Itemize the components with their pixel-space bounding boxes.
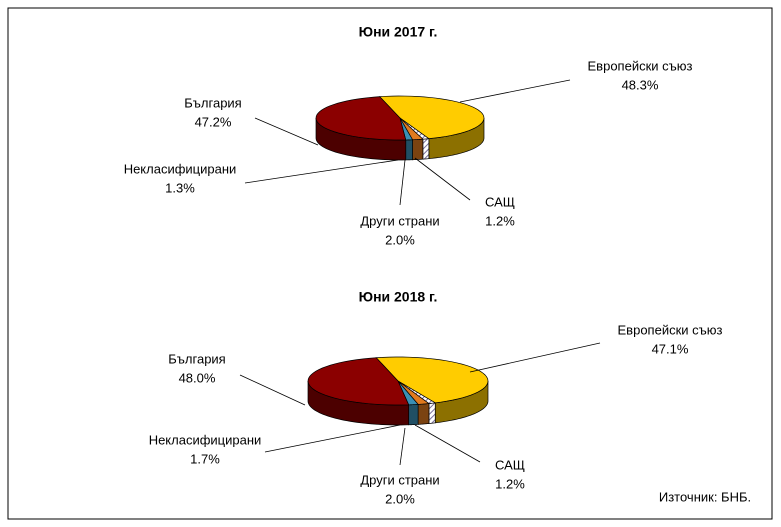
- chart-title: Юни 2018 г.: [359, 289, 438, 305]
- slice-label: Европейски съюз: [618, 322, 723, 337]
- slice-value: 47.2%: [195, 114, 232, 129]
- leader-line: [399, 427, 406, 466]
- slice-value: 1.3%: [165, 180, 195, 195]
- slice: [397, 380, 419, 406]
- slice-side: [428, 402, 436, 424]
- slice-label: България: [184, 95, 241, 110]
- slice-side: [422, 138, 430, 160]
- slice-value: 47.1%: [652, 341, 689, 356]
- slice-value: 48.0%: [179, 370, 216, 385]
- slice-label: Други страни: [360, 213, 439, 228]
- leader-line: [414, 424, 481, 463]
- slice-value: 2.0%: [385, 491, 415, 506]
- slice-label: САЩ: [495, 457, 525, 472]
- slice-value: 48.3%: [622, 77, 659, 92]
- slice: [397, 380, 437, 404]
- slice: [378, 95, 485, 140]
- leader-line: [459, 79, 571, 103]
- slice-value: 1.7%: [190, 451, 220, 466]
- leader-line: [244, 159, 399, 184]
- leader-line: [469, 342, 601, 373]
- leader-line: [414, 157, 471, 201]
- leader-line: [264, 424, 401, 453]
- slice-side: [408, 404, 419, 426]
- chart-title: Юни 2017 г.: [359, 24, 438, 40]
- slice: [399, 117, 414, 141]
- leader-line: [254, 117, 319, 146]
- slice-side: [412, 138, 424, 161]
- leader-line: [399, 159, 406, 206]
- slice-label: България: [168, 351, 225, 366]
- slice-value: 1.2%: [485, 213, 515, 228]
- slice-label: САЩ: [485, 194, 515, 209]
- slice: [399, 117, 424, 141]
- source-note: Източник: БНБ.: [659, 489, 751, 504]
- slice: [307, 357, 410, 406]
- slice-label: Некласифицирани: [149, 432, 262, 447]
- slice-value: 1.2%: [495, 476, 525, 491]
- slice-side: [405, 139, 413, 161]
- slice-label: Други страни: [360, 472, 439, 487]
- slice: [375, 356, 489, 404]
- slice-label: Европейски съюз: [588, 58, 693, 73]
- slice-label: Некласифицирани: [124, 161, 237, 176]
- slice: [399, 117, 430, 140]
- frame: [7, 7, 773, 520]
- slice-value: 2.0%: [385, 232, 415, 247]
- leader-line: [239, 374, 306, 406]
- slice-side: [417, 403, 430, 425]
- slice: [315, 96, 407, 141]
- slice: [397, 380, 430, 405]
